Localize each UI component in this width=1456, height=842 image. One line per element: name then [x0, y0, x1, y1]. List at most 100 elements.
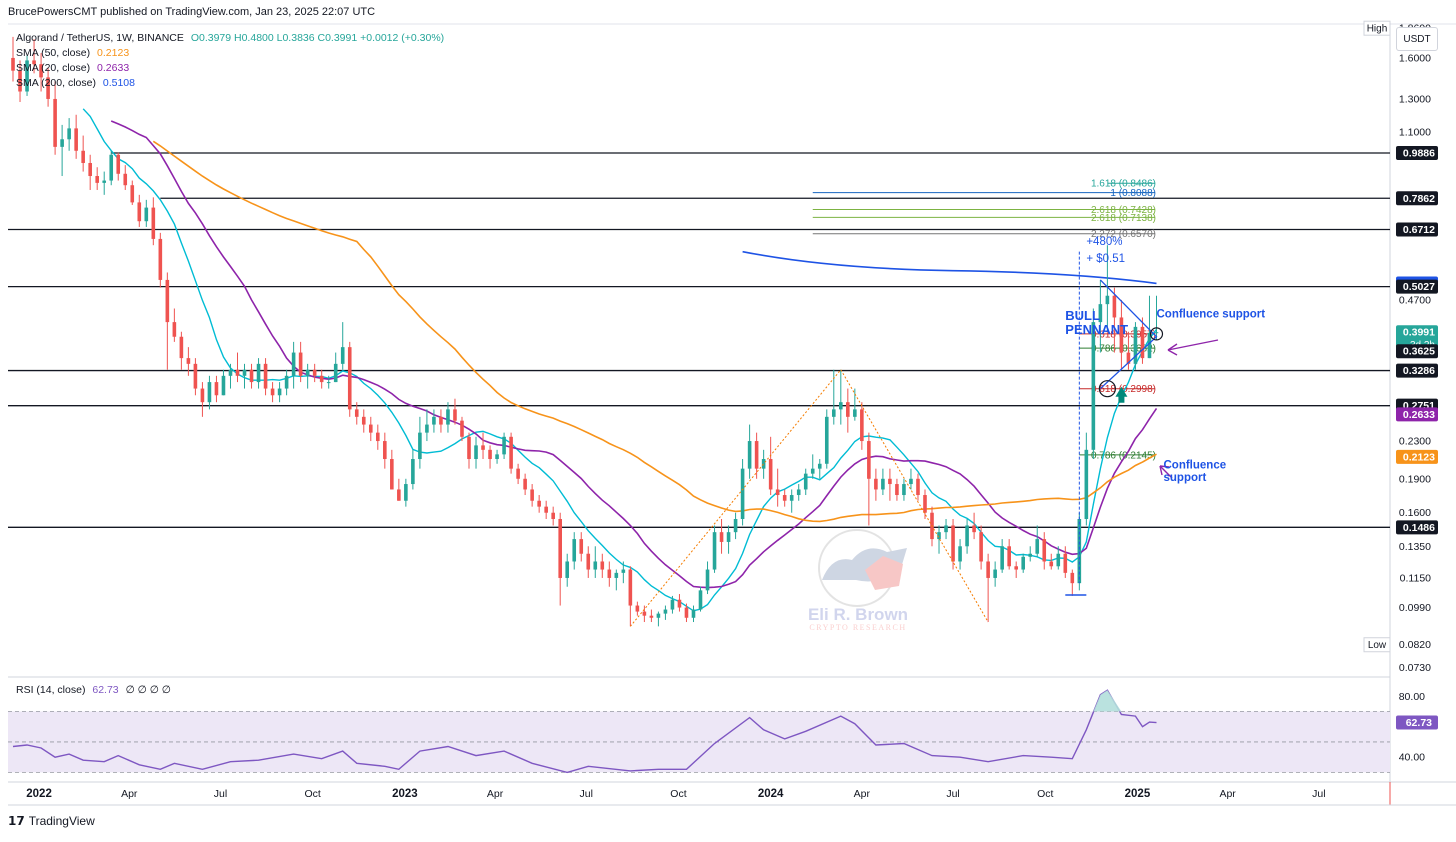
extreme-tag: Low 0.0820 — [1363, 637, 1431, 653]
candle-body — [761, 459, 766, 469]
chart-annotation: support — [1164, 472, 1207, 484]
watermark-name: Eli R. Brown — [808, 605, 908, 624]
currency-button[interactable]: USDT — [1396, 27, 1438, 51]
candle-body — [544, 506, 548, 513]
price-tag-value: 0.2633 — [1403, 409, 1435, 421]
candle-body — [397, 489, 401, 501]
candle-body — [446, 409, 450, 425]
candle-body — [291, 352, 296, 376]
candle-body — [361, 416, 366, 425]
candle-body — [600, 561, 605, 570]
fib-levels: 0.618 (0.3957) 0.786 (0.3682) 0.618 (0.299… — [812, 179, 1156, 461]
candle-body — [235, 369, 240, 376]
candle-body — [1042, 539, 1047, 562]
candles — [11, 36, 1159, 627]
candle-body — [733, 518, 738, 533]
candle-body — [677, 599, 682, 608]
candle-body — [1133, 326, 1138, 364]
time-tick-label: 2022 — [26, 788, 52, 800]
candle-body — [53, 98, 57, 147]
chart-annotation: Confluence support — [1156, 308, 1265, 320]
candle-body — [368, 424, 373, 433]
candle-body — [705, 569, 710, 591]
pointer-lower-line — [1159, 465, 1173, 479]
candle-body — [726, 532, 731, 542]
candle-body — [81, 150, 85, 163]
candle-body — [165, 279, 170, 323]
candle-body — [404, 484, 408, 501]
candle-body — [1056, 553, 1061, 567]
confluence-circle-upper — [1149, 327, 1164, 341]
rally-trendline — [629, 369, 842, 627]
candle-body — [116, 154, 121, 174]
candle-body — [1112, 295, 1117, 318]
candle-body — [789, 495, 794, 501]
candle-body — [411, 459, 415, 485]
price-tag: 0.6712 — [1396, 222, 1438, 237]
legend-rsi[interactable]: RSI (14, close) 62.73 ∅ ∅ ∅ ∅ — [16, 684, 171, 696]
candle-body — [565, 561, 570, 578]
candle-body — [754, 441, 759, 469]
candle-body — [874, 478, 878, 490]
candle-body — [172, 322, 177, 337]
candle-body — [1063, 553, 1068, 573]
candle-body — [284, 375, 289, 389]
legend-sma20[interactable]: SMA (20, close) 0.2633 — [16, 62, 129, 74]
sma50-line — [152, 140, 1157, 523]
candle-body — [895, 484, 899, 496]
price-tag: 0.3286 — [1396, 363, 1438, 378]
candle-body — [179, 336, 184, 359]
time-tick-label: Jul — [946, 788, 959, 800]
price-tick-label: 1.1000 — [1399, 126, 1431, 138]
time-tick-label: 2024 — [758, 788, 784, 800]
legend-sma200[interactable]: SMA (200, close) 0.5108 — [16, 77, 135, 89]
price-tick-label: 0.0730 — [1399, 662, 1431, 674]
price-tag-box — [1396, 344, 1438, 359]
fib-label: 0.618 (0.3957) — [1091, 329, 1156, 340]
candle-body — [298, 352, 303, 376]
confluence-circle-lower — [1098, 380, 1116, 398]
sma200-label: SMA (200, close) — [16, 77, 96, 89]
candle-body — [1007, 546, 1011, 567]
candle-body — [579, 539, 584, 554]
pointer-upper-line — [1167, 339, 1219, 351]
candle-body — [312, 369, 317, 376]
candle-body — [460, 420, 464, 437]
candle-body — [958, 546, 962, 562]
candle-body — [130, 185, 135, 203]
footer-brand[interactable]: 𝟭𝟳 TradingView — [8, 814, 95, 828]
time-tick-label: 2025 — [1125, 788, 1151, 800]
candle-body — [214, 382, 219, 396]
candle-body — [509, 436, 513, 469]
rsi-tick-label: 80.00 — [1399, 691, 1425, 703]
candle-body — [516, 468, 520, 479]
fib-label: 0.618 (0.2998) — [1091, 384, 1156, 395]
candle-body — [1028, 553, 1033, 557]
candle-body — [347, 347, 352, 410]
candle-body — [867, 441, 871, 479]
price-tag-value: 0.6712 — [1403, 224, 1435, 236]
candle-body — [902, 484, 906, 496]
candle-body — [207, 382, 212, 403]
candle-body — [11, 57, 15, 71]
rsi-extra: ∅ ∅ ∅ ∅ — [125, 684, 171, 696]
candle-body — [88, 162, 92, 177]
candle-body — [1098, 304, 1103, 323]
symbol-name: Algorand / TetherUS, 1W, BINANCE — [16, 32, 184, 44]
rsi-value: 62.73 — [92, 684, 119, 696]
candle-body — [1126, 352, 1131, 364]
price-tag-box — [1396, 222, 1438, 237]
candle-body — [551, 512, 555, 519]
candle-body — [593, 561, 598, 570]
candle-body — [277, 388, 282, 396]
candle-body — [1021, 556, 1026, 570]
candle-body — [319, 375, 324, 383]
candle-body — [523, 478, 527, 490]
candle-body — [621, 569, 626, 573]
candle-body — [986, 561, 990, 578]
chart-annotation: PENNANT — [1065, 322, 1128, 337]
fib-label: 1 (0.8088) — [1110, 188, 1156, 199]
legend-sma50[interactable]: SMA (50, close) 0.2123 — [16, 47, 129, 59]
